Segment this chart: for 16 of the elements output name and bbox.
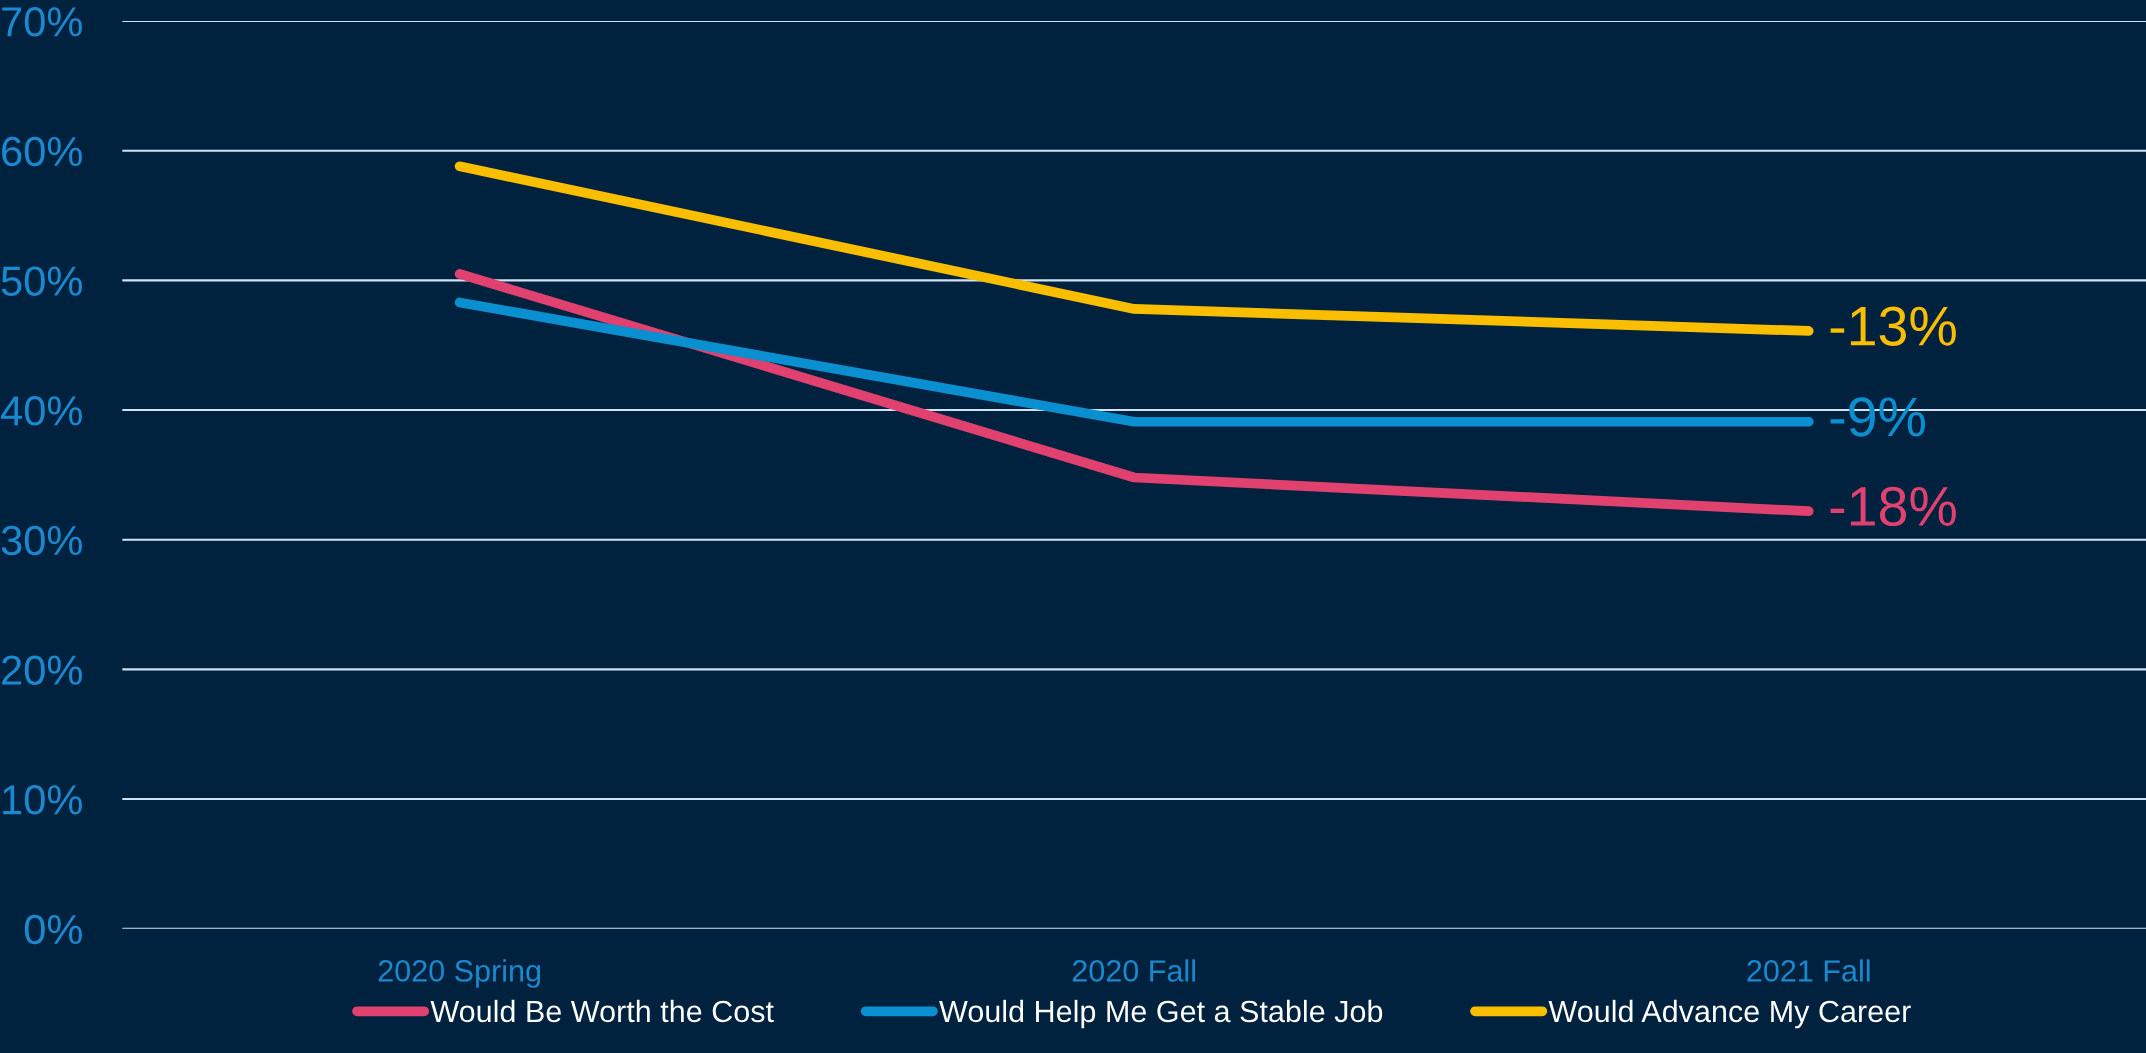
y-tick-label: 60%	[2, 136, 82, 167]
y-tick-label: 70%	[2, 7, 82, 37]
x-tick-label: 2021 Fall	[1747, 959, 1870, 982]
x-tick-label: 2020 Fall	[1072, 959, 1195, 982]
legend-label: Would Help Me Get a Stable Job	[939, 999, 1383, 1029]
y-tick-label: 40%	[1, 396, 82, 426]
legend-label: Would Advance My Career	[1548, 999, 1911, 1029]
y-tick-label: 50%	[1, 266, 82, 296]
annotation: -13%	[1830, 306, 1956, 346]
x-tick-label: 2020 Spring	[378, 959, 541, 988]
y-tick-label: 30%	[1, 525, 82, 556]
y-tick-label: 0%	[24, 914, 82, 945]
y-tick-label: 20%	[2, 655, 82, 685]
annotation: -18%	[1830, 486, 1956, 527]
y-tick-label: 10%	[3, 785, 82, 815]
legend-label: Would Be Worth the Cost	[430, 999, 774, 1023]
